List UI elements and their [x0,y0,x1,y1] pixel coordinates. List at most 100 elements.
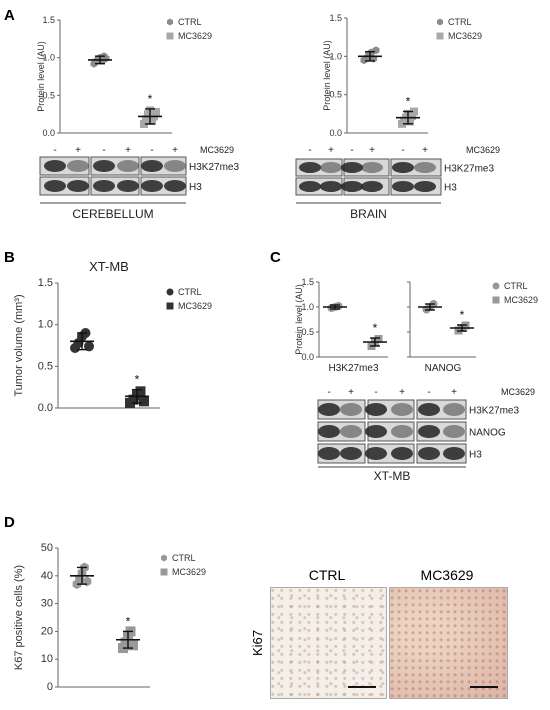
protein-band [418,425,440,438]
y-tick-label: 1.0 [301,302,314,312]
y-tick-label: 30 [41,598,53,610]
legend-marker [160,568,168,576]
chart-a-cerebellum: 0.0 0.5 1.0 1.5 Protein level (AU) * CTRL MC362… [36,15,212,138]
significance-star: * [373,321,378,335]
chart-b-xtmb: 0.0 0.5 1.0 1.5 Tumor volume (mm³) XT-MB * CTRL… [13,259,212,414]
protein-band [318,403,340,416]
region-label: BRAIN [350,207,387,221]
y-tick-label: 1.0 [42,53,55,63]
legend-marker [492,282,500,290]
legend-label: CTRL [504,281,528,291]
chart-a-brain: 0.0 0.5 1.0 1.5 Protein level (AU) * CTRL MC362… [322,13,482,138]
legend-marker [166,302,174,310]
panel-label-c: C [270,249,281,266]
micrograph-label-ctrl: CTRL [309,567,346,583]
micrograph-label-mc3629: MC3629 [421,567,474,583]
scale-bar-ctrl [348,686,376,688]
blot-treatment-label: MC3629 [501,387,535,397]
data-point [142,115,150,124]
legend-label: CTRL [448,17,472,27]
blot-treatment-label: MC3629 [466,145,500,155]
micrograph-ctrl [270,587,387,699]
lane-sign: + [422,145,428,156]
panel-label-a: A [4,7,15,24]
y-tick-label: 0.0 [38,402,53,414]
protein-band [117,180,139,192]
protein-band [340,403,362,416]
legend-marker [492,296,500,304]
protein-band [365,447,387,460]
lane-sign: + [172,145,178,156]
legend-label: MC3629 [504,295,538,305]
data-point [128,640,138,651]
data-point [334,302,343,310]
lane-sign: + [125,145,131,156]
significance-star: * [406,95,411,109]
protein-band [67,160,89,172]
legend-label: MC3629 [172,567,206,577]
data-point [120,637,131,648]
protein-band [320,162,342,173]
lane-sign: - [53,145,56,156]
protein-band [391,447,413,460]
y-tick-label: 40 [41,570,53,582]
chart-title: XT-MB [89,259,129,274]
protein-band [318,447,340,460]
band-label: H3 [189,182,202,193]
data-point [152,107,160,116]
protein-band [117,160,139,172]
y-tick-label: 1.0 [38,319,53,331]
significance-star: * [135,373,140,387]
y-tick-label: 50 [41,542,53,554]
protein-band [365,403,387,416]
lane-sign: - [401,145,404,156]
legend-label: MC3629 [448,31,482,41]
y-tick-label: 0.5 [38,360,53,372]
protein-band [93,160,115,172]
protein-band [341,162,363,173]
western-blot-cerebellum: MC3629 - + - + - + H3K27me3 H3 CEREBELLUM [39,145,239,221]
protein-band [141,160,163,172]
significance-star: * [126,614,131,628]
lane-sign: + [75,145,81,156]
protein-band [141,180,163,192]
y-tick-label: 1.5 [42,15,55,25]
y-tick-label: 1.5 [38,277,53,289]
protein-band [365,425,387,438]
scale-bar-mc3629 [470,686,498,688]
legend-label: MC3629 [178,301,212,311]
protein-band [443,447,465,460]
lane-sign: + [399,387,405,398]
legend-marker [437,18,443,26]
y-tick-label: 0.0 [301,352,314,362]
micrograph-mc3629 [389,587,508,699]
legend-label: MC3629 [178,31,212,41]
protein-band [392,162,414,173]
y-axis-label: Tumor volume (mm³) [13,294,25,396]
band-label: H3K27me3 [189,162,239,173]
lane-sign: - [327,387,330,398]
protein-band [67,180,89,192]
protein-band [361,181,383,192]
region-label: XT-MB [374,469,411,483]
protein-band [340,447,362,460]
data-point [84,341,94,352]
legend-label: CTRL [172,553,196,563]
legend-marker [161,554,167,562]
protein-band [418,447,440,460]
protein-band [414,162,436,173]
x-axis-label: NANOG [425,363,462,374]
y-tick-label: 20 [41,625,53,637]
legend-marker [166,32,174,40]
legend-label: CTRL [178,17,202,27]
y-axis-label: Protein level (AU) [36,41,46,112]
data-point [374,335,383,343]
chart-c-nanog: NANOG * CTRL MC3629 [407,281,538,374]
blot-treatment-label: MC3629 [200,145,234,155]
lane-sign: - [150,145,153,156]
western-blot-xtmb: MC3629 - + - + - + H3K27me3 NANOG H3 XT-MB [317,387,535,483]
protein-band [340,425,362,438]
y-tick-label: 0.0 [42,128,55,138]
legend-marker [167,18,173,26]
y-tick-label: 0.5 [301,327,314,337]
